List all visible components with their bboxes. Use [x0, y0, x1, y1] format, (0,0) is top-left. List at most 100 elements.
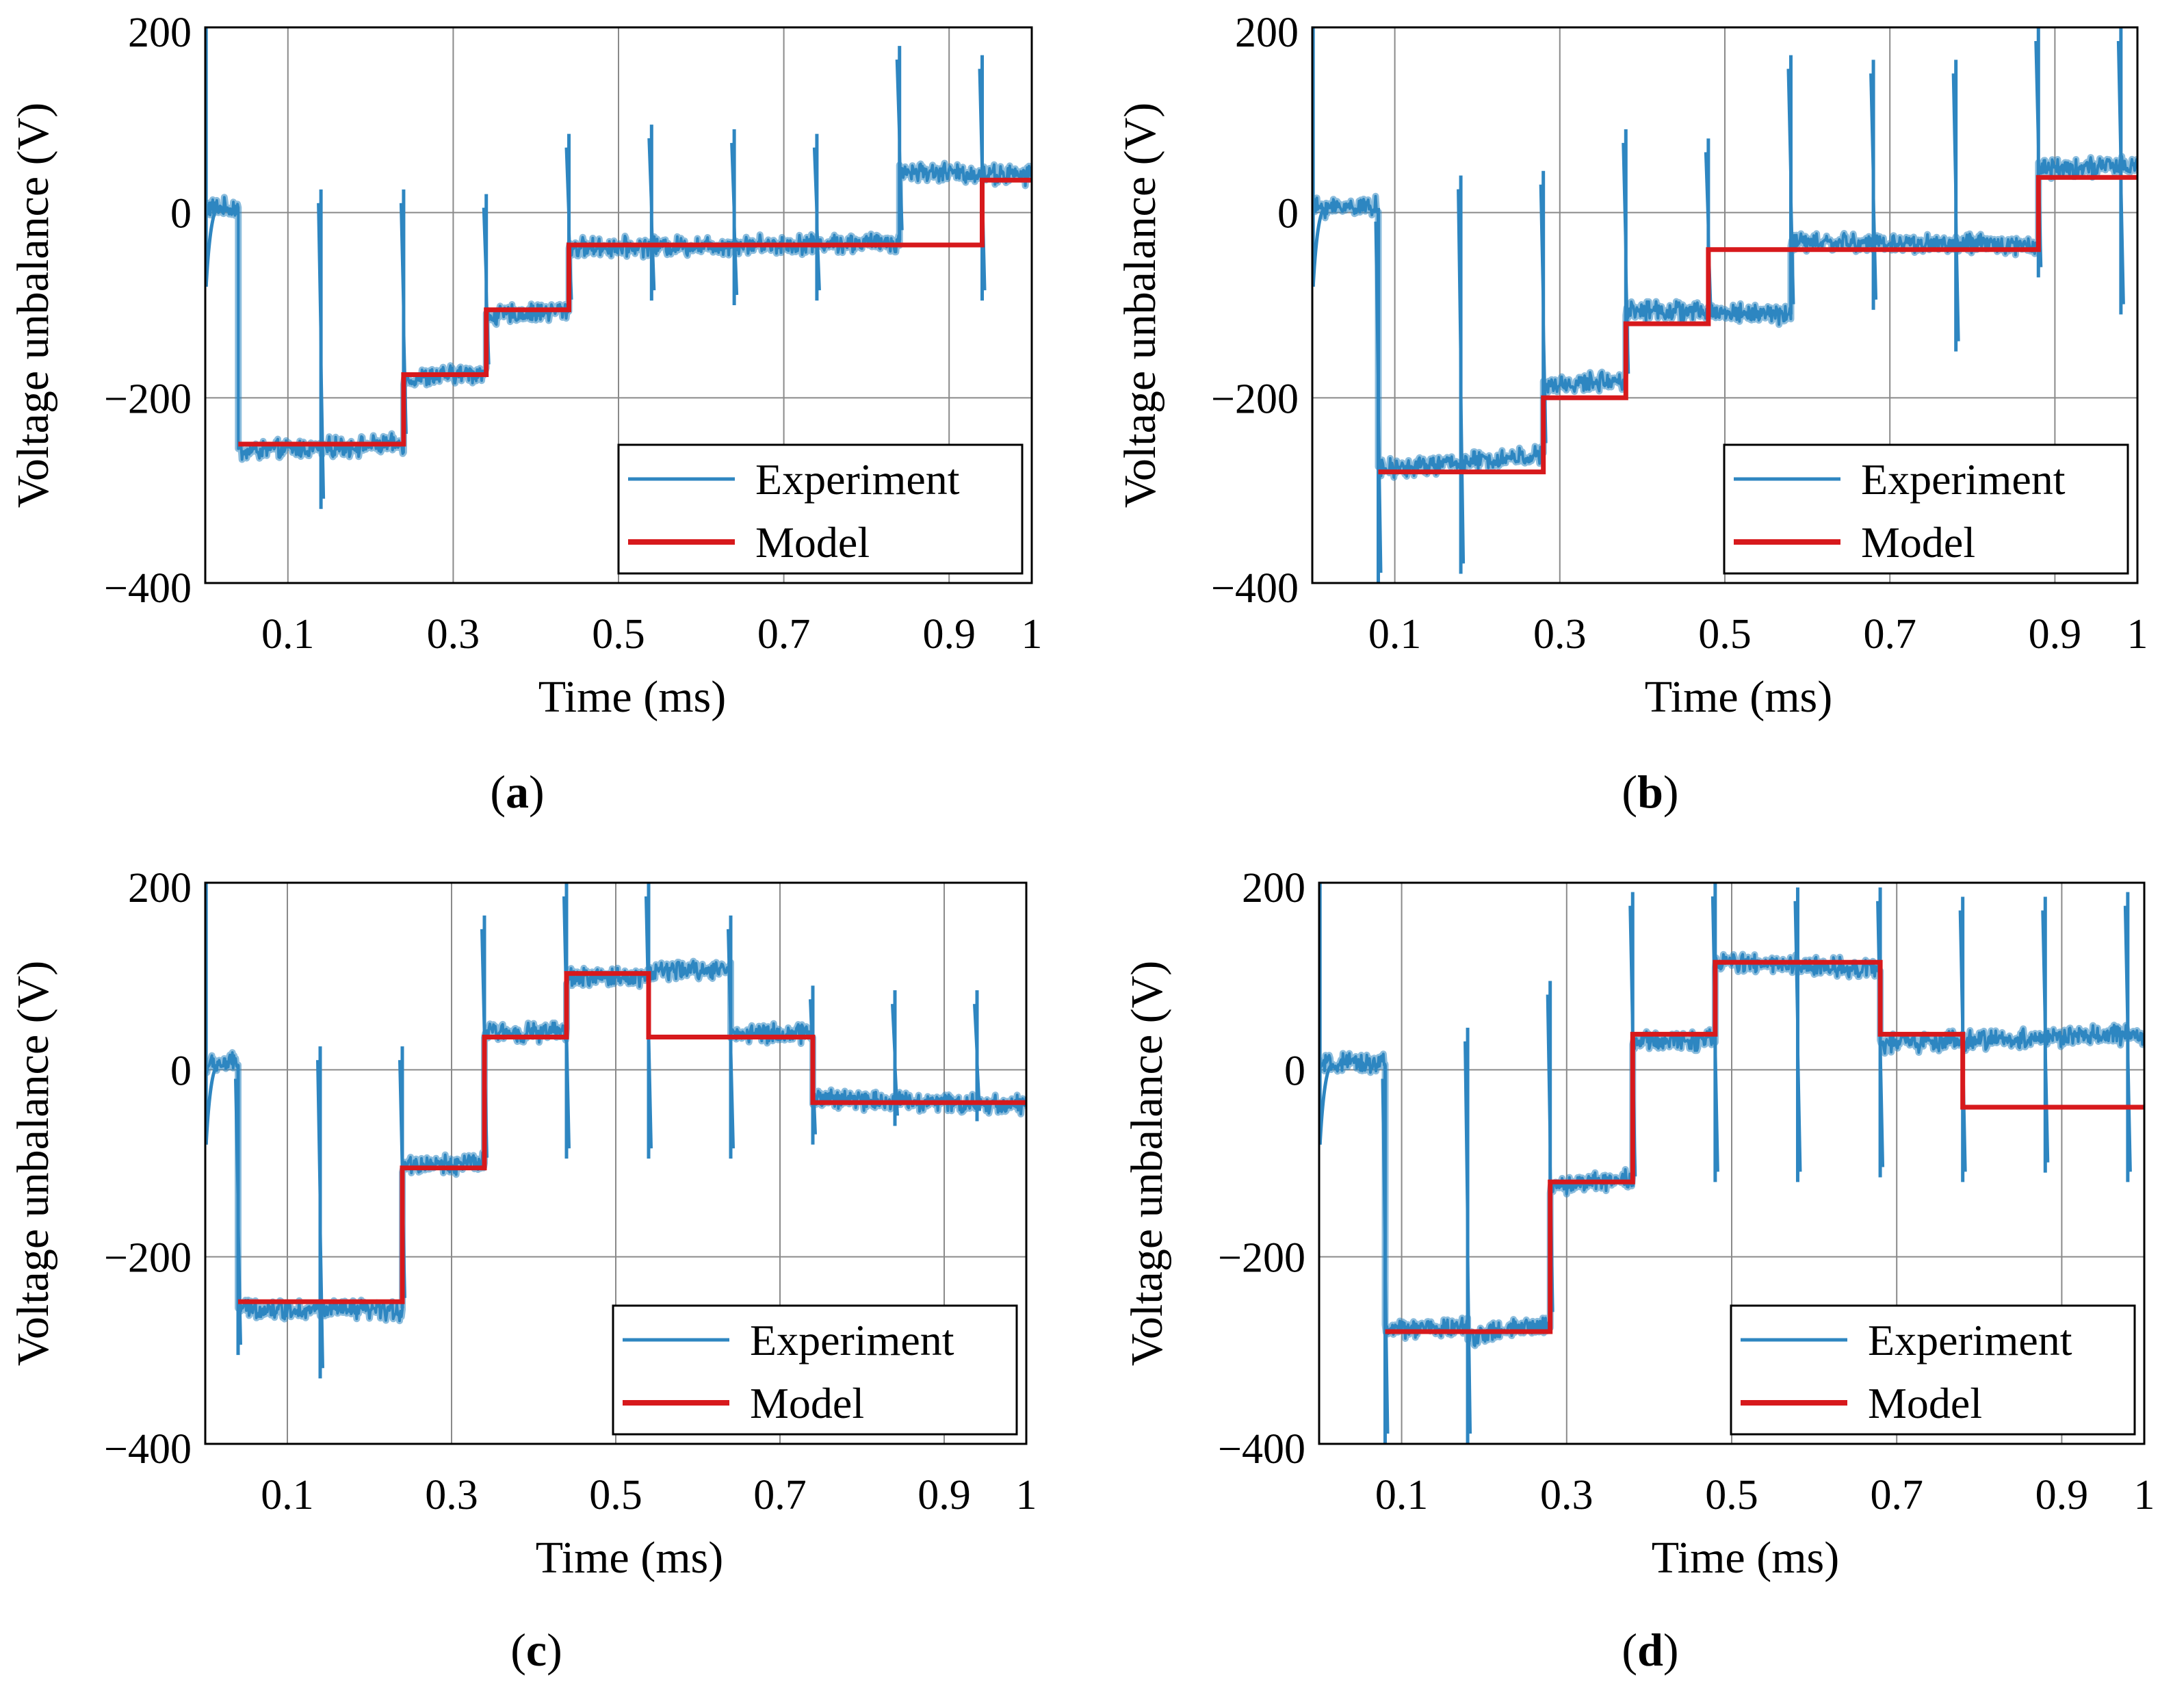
x-tick-label: 0.3	[425, 1472, 478, 1518]
caption-paren-close: )	[547, 1624, 562, 1676]
chart-panel-c: 0.1 0.3 0.5 0.7 0.9 1 −400 −200 0 200 Time (ms) Vol…	[8, 865, 1037, 1676]
x-tick-label: 1	[2127, 611, 2148, 658]
legend: Experiment Model	[617, 443, 1024, 575]
experiment-spike-tail	[812, 147, 821, 291]
x-tick-label: 1	[2134, 1472, 2155, 1518]
y-tick-label: 200	[1242, 865, 1305, 911]
x-axis-label: Time (ms)	[1645, 672, 1832, 722]
y-tick-label: 0	[1284, 1048, 1305, 1094]
x-tick-label: 0.9	[922, 611, 976, 658]
experiment-spike-tail	[1786, 68, 1795, 305]
y-tick-label: 200	[128, 865, 192, 911]
legend-label-experiment: Experiment	[1868, 1316, 2072, 1364]
y-tick-label: 200	[1235, 10, 1299, 56]
caption-paren-open: (	[1622, 1624, 1637, 1676]
x-axis-label: Time (ms)	[536, 1533, 723, 1583]
legend: Experiment Model	[1730, 1304, 2136, 1436]
caption-paren-open: (	[510, 1624, 526, 1676]
x-axis-label: Time (ms)	[1652, 1533, 1839, 1583]
x-tick-label: 0.7	[757, 611, 811, 658]
x-tick-label: 0.3	[1533, 611, 1587, 658]
y-axis-label: Voltage unbalance (V)	[1122, 961, 1172, 1367]
chart-panel-d: 0.1 0.3 0.5 0.7 0.9 1 −400 −200 0 200 Time (ms) Vol…	[1122, 865, 2155, 1676]
experiment-start-curve	[1312, 206, 1326, 287]
model-line	[238, 971, 1026, 1304]
y-tick-label: −400	[104, 1426, 192, 1473]
experiment-spike-tail	[317, 203, 326, 499]
experiment-spike-tail	[1869, 73, 1878, 300]
panel-caption: (a)	[490, 766, 544, 818]
caption-paren-close: )	[1663, 766, 1679, 818]
experiment-spike-tail	[973, 1004, 981, 1111]
y-tick-label: 0	[170, 1048, 192, 1094]
x-tick-label: 0.1	[1375, 1472, 1429, 1518]
model-line	[1378, 174, 2137, 475]
y-tick-label: −400	[1218, 1426, 1305, 1473]
axes-frame	[1311, 26, 2139, 584]
legend-label-model: Model	[755, 518, 870, 567]
legend-label-model: Model	[1868, 1379, 1982, 1427]
legend-label-experiment: Experiment	[1861, 455, 2066, 504]
x-tick-label: 0.9	[2029, 611, 2082, 658]
experiment-spike-tail	[891, 1004, 899, 1116]
caption-paren-close: )	[1663, 1624, 1679, 1676]
x-tick-label: 0.5	[589, 1472, 642, 1518]
legend-box	[617, 443, 1024, 575]
legend-label-model: Model	[1861, 518, 1975, 567]
caption-paren-close: )	[529, 766, 545, 818]
caption-letter: b	[1637, 766, 1663, 818]
caption-letter: c	[526, 1624, 547, 1676]
experiment-start-curve	[1319, 1063, 1333, 1145]
y-axis-label: Voltage unbalance (V)	[1115, 103, 1165, 508]
experiment-spike-tail	[2116, 40, 2125, 305]
panel-caption: (d)	[1622, 1624, 1678, 1676]
x-tick-label: 0.7	[1870, 1472, 1923, 1518]
y-axis-label: Voltage unbalance (V)	[8, 961, 58, 1367]
x-tick-label: 0.9	[918, 1472, 971, 1518]
y-axis-label: Voltage unbalance (V)	[8, 103, 58, 508]
experiment-spike-tail	[1793, 901, 1802, 1172]
plot-series	[1312, 27, 2137, 583]
x-tick-label: 0.5	[1698, 611, 1752, 658]
caption-paren-open: (	[490, 766, 506, 818]
model-line	[1385, 959, 2144, 1334]
experiment-spike-tail	[1374, 221, 1383, 573]
experiment-spike-tail	[2041, 910, 2050, 1163]
x-tick-label: 0.7	[1863, 611, 1916, 658]
axes-frame	[1318, 881, 2146, 1445]
x-tick-label: 0.3	[1540, 1472, 1593, 1518]
experiment-spike-tail	[1951, 73, 1960, 341]
experiment-spike-tail	[1463, 1041, 1472, 1434]
legend-label-experiment: Experiment	[755, 455, 960, 504]
legend-box	[612, 1304, 1018, 1436]
experiment-spike-tail	[1457, 189, 1466, 564]
legend: Experiment Model	[1723, 443, 2129, 575]
x-tick-label: 0.5	[1705, 1472, 1758, 1518]
x-tick-label: 1	[1016, 1472, 1037, 1518]
y-tick-label: −400	[1211, 565, 1299, 612]
panel-caption: (c)	[510, 1624, 562, 1676]
caption-letter: d	[1637, 1624, 1663, 1676]
caption-paren-open: (	[1622, 766, 1637, 818]
experiment-spike-tail	[895, 60, 904, 231]
experiment-spike-tail	[1381, 1078, 1390, 1434]
y-tick-label: −200	[1218, 1235, 1305, 1282]
x-tick-label: 0.1	[1368, 611, 1422, 658]
legend: Experiment Model	[612, 1304, 1018, 1436]
axes-frame	[204, 881, 1028, 1445]
legend-label-experiment: Experiment	[750, 1316, 954, 1364]
caption-letter: a	[506, 766, 529, 818]
y-tick-label: 200	[128, 10, 192, 56]
chart-panel-a: 0.1 0.3 0.5 0.7 0.9 1 −400 −200 0 200 Time (ms) Vol…	[8, 10, 1043, 818]
experiment-spike-tail	[2123, 905, 2132, 1172]
experiment-spike-tail	[316, 1060, 324, 1369]
chart-panel-b: 0.1 0.3 0.5 0.7 0.9 1 −400 −200 0 200 Time (ms) Vol…	[1115, 10, 2148, 818]
legend-label-model: Model	[750, 1379, 864, 1427]
experiment-spike-tail	[647, 138, 656, 291]
axes-frame	[204, 26, 1033, 584]
y-tick-label: −400	[104, 565, 192, 612]
x-tick-label: 0.5	[592, 611, 645, 658]
legend-box	[1730, 1304, 2136, 1436]
legend-box	[1723, 443, 2129, 575]
